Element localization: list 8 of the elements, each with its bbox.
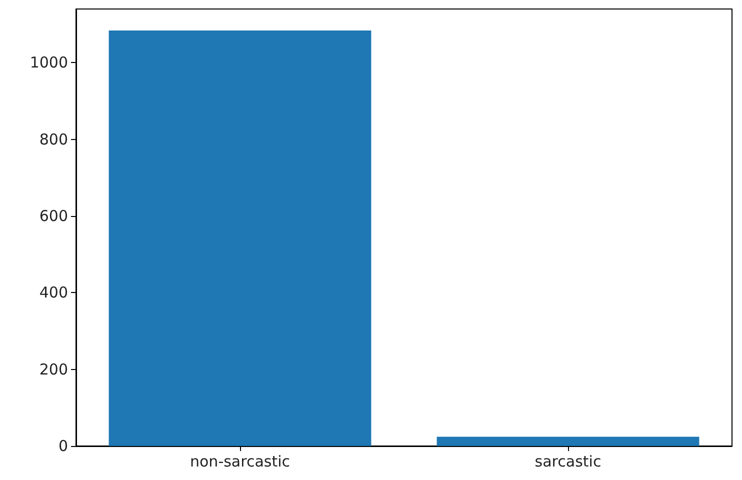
x-tick-label: non-sarcastic — [190, 452, 290, 470]
y-tick-label: 800 — [39, 130, 68, 148]
y-tick-label: 0 — [58, 437, 68, 455]
y-tick-label: 600 — [39, 207, 68, 225]
y-tick-label: 1000 — [30, 54, 68, 72]
y-tick-label: 400 — [39, 284, 68, 302]
x-tick-label: sarcastic — [534, 452, 602, 470]
y-tick-label: 200 — [39, 360, 68, 378]
